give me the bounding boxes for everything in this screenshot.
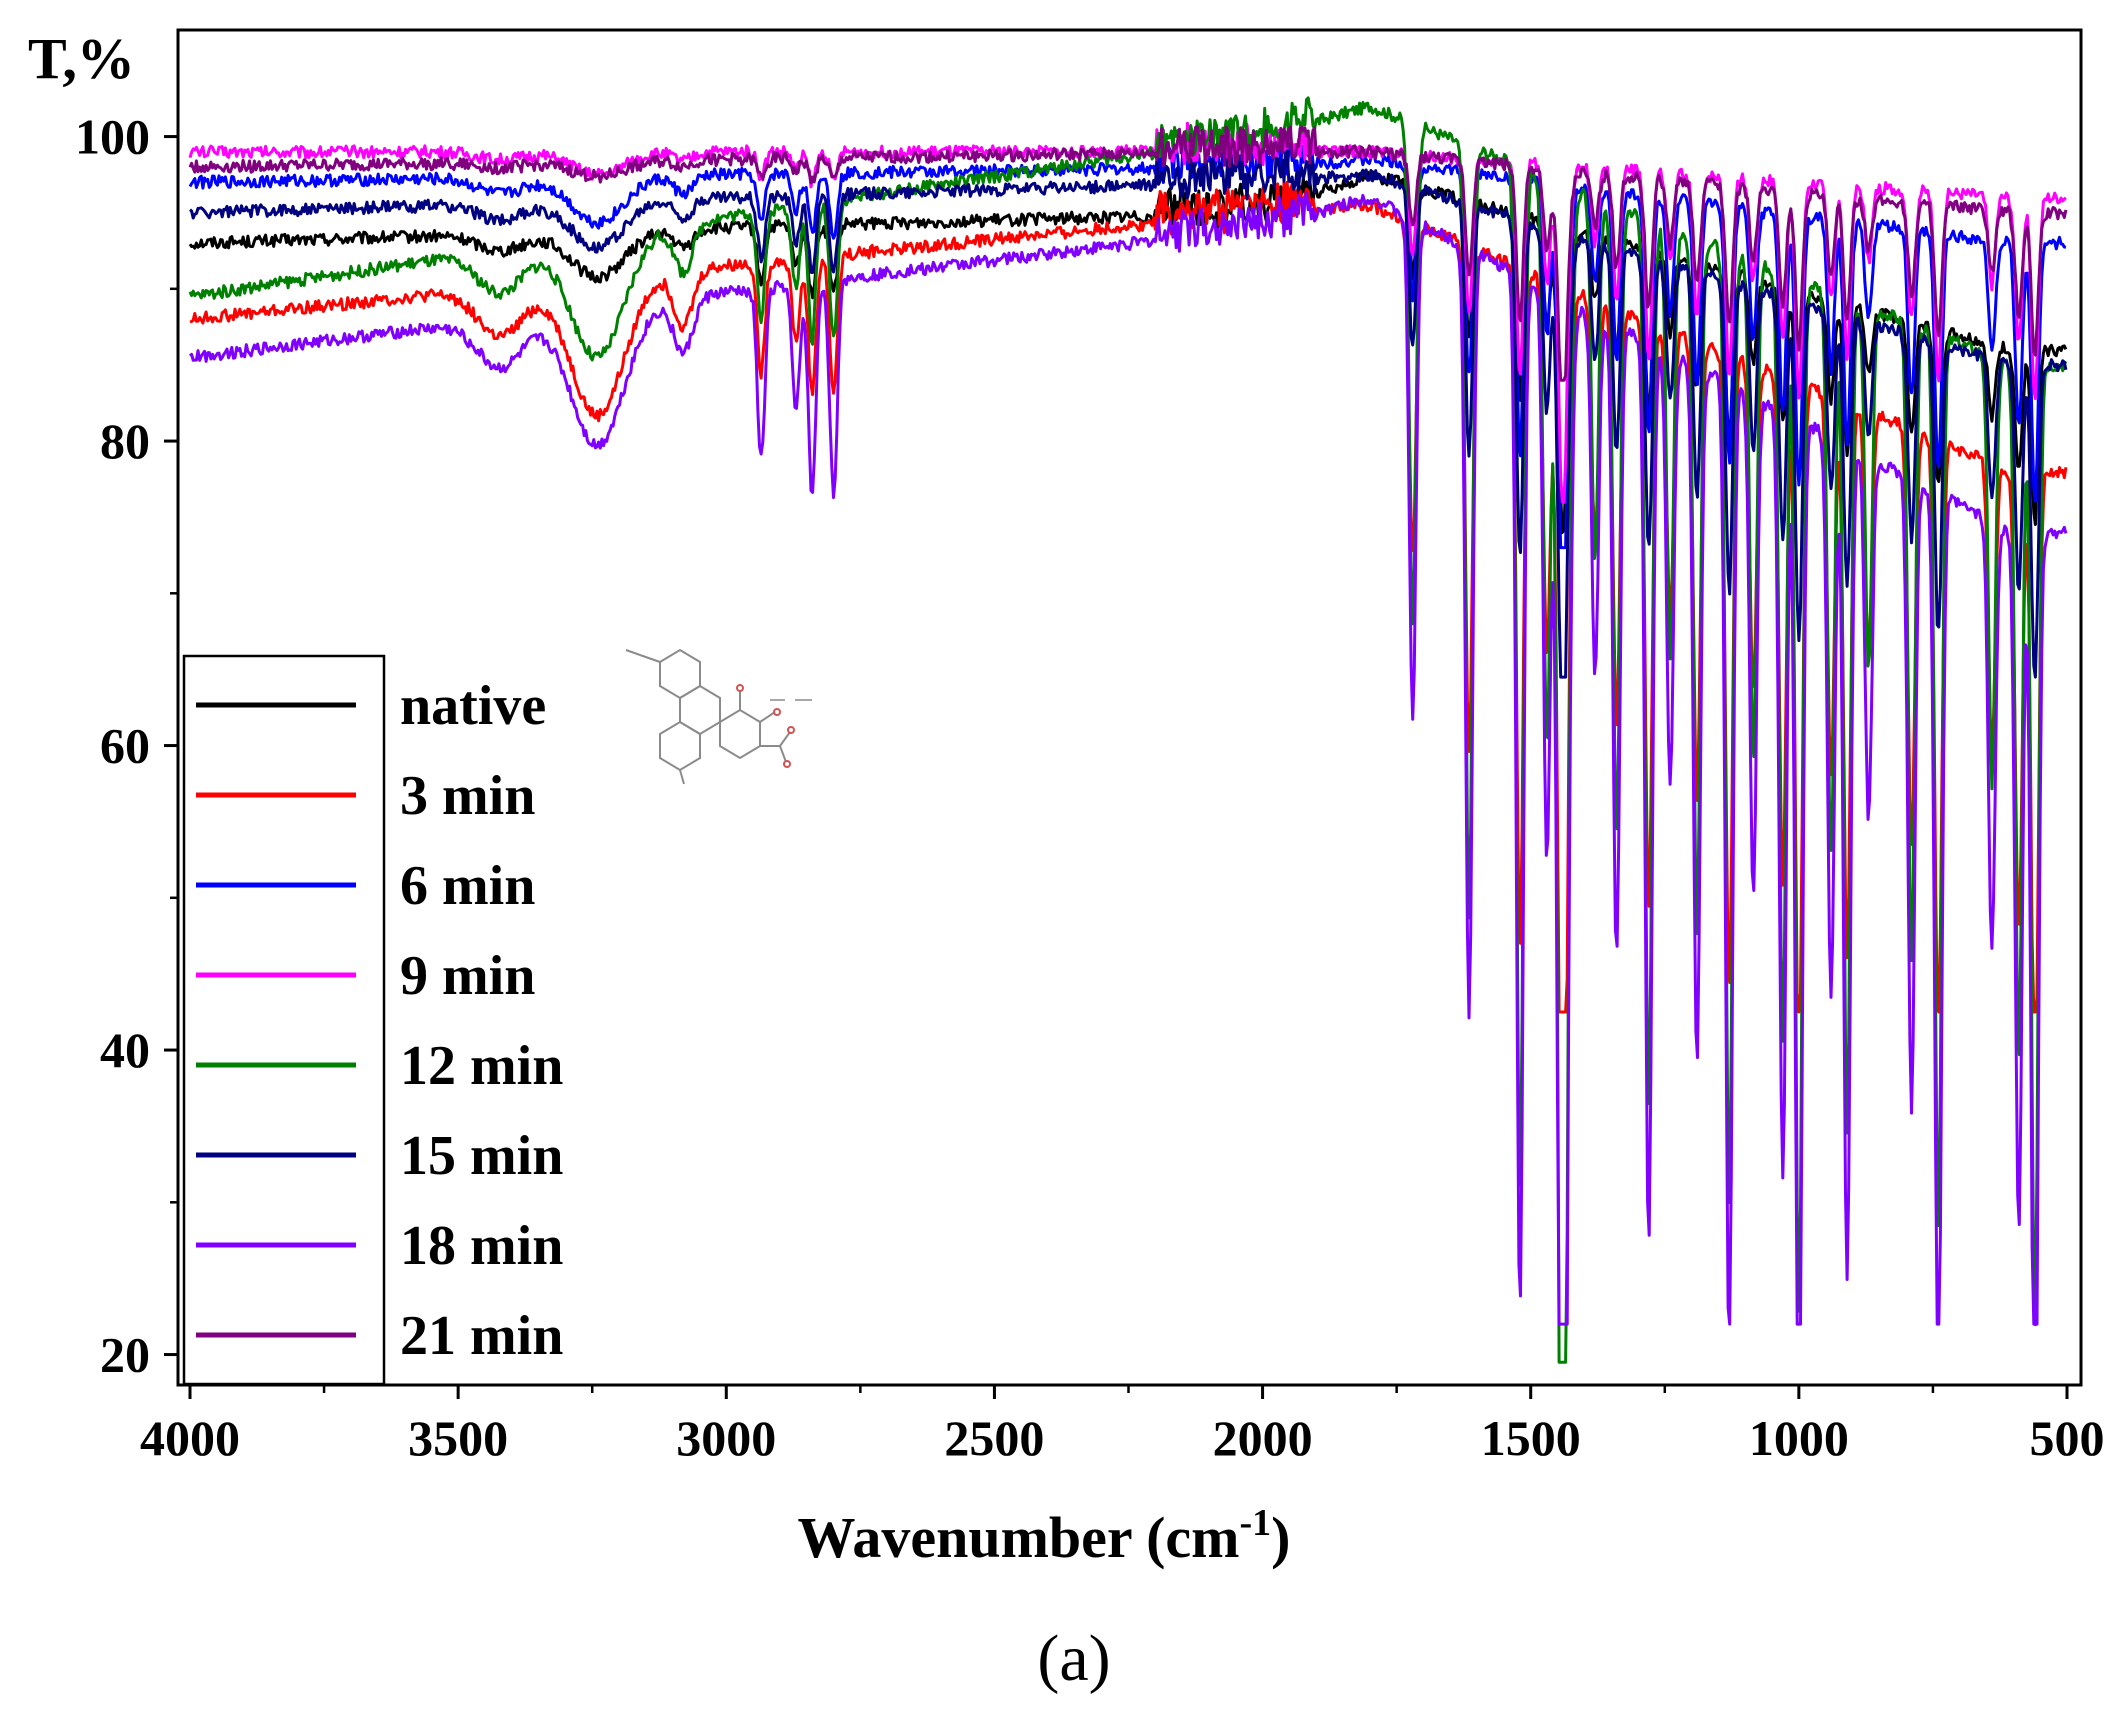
molecule-structure-inset [625, 648, 812, 785]
series-line-18-min [188, 190, 2068, 1326]
series-line-native [188, 170, 2068, 534]
series-line-21-min [188, 124, 2068, 382]
x-tick-label: 2000 [1213, 1410, 1313, 1466]
y-tick-label: 40 [100, 1022, 150, 1078]
y-tick-label: 100 [75, 109, 150, 165]
y-tick-label: 60 [100, 718, 150, 774]
x-tick-label: 2500 [944, 1410, 1044, 1466]
series-layer [188, 96, 2068, 1364]
x-tick-label: 500 [2030, 1410, 2105, 1466]
series-line-3-min [189, 180, 2068, 1014]
legend: native 3 min 6 min 9 min 12 min 15 min 18 min 2… [182, 654, 563, 1386]
legend-label-9-min: 9 min [400, 945, 535, 1007]
x-tick-label: 1000 [1749, 1410, 1849, 1466]
legend-label-15-min: 15 min [400, 1125, 563, 1187]
legend-label-6-min: 6 min [400, 855, 535, 917]
figure-caption: (a) [1037, 1622, 1110, 1695]
legend-label-3-min: 3 min [400, 765, 535, 827]
y-tick-label: 20 [100, 1327, 150, 1383]
x-axis-title-superscript: -1 [1239, 1502, 1271, 1544]
legend-box [182, 654, 386, 1386]
x-tick-label: 1500 [1481, 1410, 1581, 1466]
x-tick-label: 3000 [676, 1410, 776, 1466]
y-axis-title: T,% [28, 26, 135, 91]
legend-label-12-min: 12 min [400, 1035, 563, 1097]
series-line-15-min [189, 149, 2068, 679]
x-tick-label: 4000 [140, 1410, 240, 1466]
series-line-12-min [188, 96, 2068, 1364]
legend-label-21-min: 21 min [400, 1305, 563, 1367]
series-line-6-min [188, 140, 2067, 550]
x-axis-title: Wavenumber (cm-1) [798, 1502, 1291, 1570]
x-tick-label: 3500 [408, 1410, 508, 1466]
axes-layer: 4000 3500 3000 2500 2000 1500 1000 500 20 40 60 80 1… [75, 109, 2105, 1466]
legend-label-native: native [400, 675, 546, 737]
legend-label-18-min: 18 min [400, 1215, 563, 1277]
y-tick-label: 80 [100, 413, 150, 469]
